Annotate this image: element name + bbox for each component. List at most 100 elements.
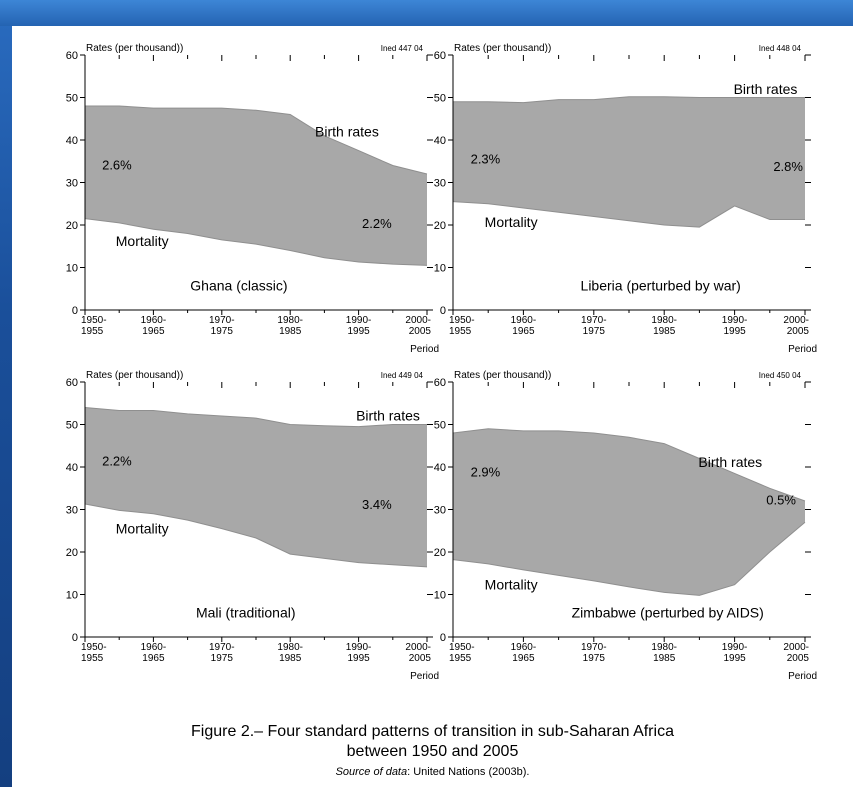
chart-2-annotation-growth-rate: 2.3% xyxy=(471,151,501,166)
chart-4-x-tick-label: 1960- xyxy=(511,642,537,653)
chart-1-y-tick-label: 0 xyxy=(72,305,78,317)
chart-2-x-tick-label: 1970- xyxy=(581,315,607,326)
chart-4-x-tick-label: 1965 xyxy=(512,653,535,664)
chart-1-x-tick-label: 1985 xyxy=(279,326,302,337)
chart-2-x-tick-label: 2005 xyxy=(787,326,810,337)
chart-1-annotation-growth-rate: 2.2% xyxy=(362,216,392,231)
chart-2-x-tick-label: 1975 xyxy=(583,326,606,337)
chart-1-series-birth-rates-line xyxy=(85,105,428,175)
chart-4-annotation-growth-rate: 2.9% xyxy=(471,465,501,480)
chart-3-annotation-growth-rate: 3.4% xyxy=(362,497,392,512)
chart-2-y-axis-label: Rates (per thousand)) xyxy=(454,43,551,54)
chart-3-x-tick-label: 1985 xyxy=(279,653,302,664)
chart-1-y-tick-label: 20 xyxy=(66,220,78,232)
chart-4-y-tick-label: 0 xyxy=(440,632,446,644)
slide-title-band xyxy=(0,0,853,26)
chart-1-x-tick-label: 1960- xyxy=(141,315,167,326)
chart-2-x-tick-label: 1950- xyxy=(449,315,475,326)
chart-3-x-tick-label: 1995 xyxy=(347,653,370,664)
chart-4-y-tick-label: 60 xyxy=(434,377,446,389)
chart-3-x-tick-label: 1975 xyxy=(211,653,234,664)
chart-3-y-axis-label: Rates (per thousand)) xyxy=(86,370,183,381)
chart-2-y-tick-label: 60 xyxy=(434,50,446,62)
figure-caption-line-1: Figure 2.– Four standard patterns of tra… xyxy=(191,723,674,740)
figure-caption-line-2: between 1950 and 2005 xyxy=(346,743,519,760)
chart-2-y-tick-label: 30 xyxy=(434,178,446,190)
chart-2-annotation-growth-rate: 2.8% xyxy=(773,159,803,174)
chart-2-annotation-country: Liberia (perturbed by war) xyxy=(581,277,741,293)
chart-4-y-tick-label: 10 xyxy=(434,590,446,602)
chart-1-band-area xyxy=(85,106,427,266)
chart-4-annotation-mortality: Mortality xyxy=(485,577,538,593)
figure-caption: Figure 2.– Four standard patterns of tra… xyxy=(12,722,853,762)
chart-2-x-tick-label: 1955 xyxy=(449,326,472,337)
chart-3-x-tick-label: 2000- xyxy=(405,642,431,653)
chart-3-y-tick-label: 30 xyxy=(66,505,78,517)
chart-2-x-tick-label: 1985 xyxy=(653,326,676,337)
chart-3-x-axis-label: Period xyxy=(410,671,439,682)
chart-2-x-tick-label: 1990- xyxy=(722,315,748,326)
chart-4-x-tick-label: 1985 xyxy=(653,653,676,664)
chart-1-x-tick-label: 2005 xyxy=(409,326,432,337)
chart-1-y-tick-label: 10 xyxy=(66,263,78,275)
chart-3-y-tick-label: 50 xyxy=(66,420,78,432)
figure-charts: 01020304050601950-19551960-19651970-1975… xyxy=(66,43,817,682)
chart-3-y-tick-label: 60 xyxy=(66,377,78,389)
chart-4-y-axis-label: Rates (per thousand)) xyxy=(454,370,551,381)
chart-1-annotation-mortality: Mortality xyxy=(116,233,169,249)
chart-1-x-tick-label: 2000- xyxy=(405,315,431,326)
chart-4-y-tick-label: 30 xyxy=(434,505,446,517)
chart-1-y-tick-label: 40 xyxy=(66,135,78,147)
chart-2-x-axis-label: Period xyxy=(788,344,817,355)
source-note-text: : United Nations (2003b). xyxy=(407,766,530,778)
chart-4-series-birth-rates-line xyxy=(452,428,806,502)
chart-3-x-tick-label: 1990- xyxy=(346,642,372,653)
chart-3-x-tick-label: 1955 xyxy=(81,653,104,664)
chart-1-x-axis-label: Period xyxy=(410,344,439,355)
chart-2-y-tick-label: 20 xyxy=(434,220,446,232)
chart-4-y-tick-label: 50 xyxy=(434,420,446,432)
chart-4-y-tick-label: 40 xyxy=(434,462,446,474)
chart-2-y-tick-label: 50 xyxy=(434,93,446,105)
chart-2-x-tick-label: 2000- xyxy=(783,315,809,326)
chart-4-x-tick-label: 1990- xyxy=(722,642,748,653)
chart-1-y-tick-label: 30 xyxy=(66,178,78,190)
chart-2-annotation-birth-rates: Birth rates xyxy=(734,81,798,97)
chart-3-annotation-birth-rates: Birth rates xyxy=(356,408,420,424)
chart-4-x-tick-label: 1980- xyxy=(651,642,677,653)
chart-4-x-tick-label: 1975 xyxy=(583,653,606,664)
chart-4-annotation-birth-rates: Birth rates xyxy=(698,454,762,470)
chart-1-x-tick-label: 1995 xyxy=(347,326,370,337)
chart-4-id-label: Ined 450 04 xyxy=(759,371,802,380)
chart-3-y-tick-label: 10 xyxy=(66,590,78,602)
chart-2-series-birth-rates-line xyxy=(453,96,805,104)
chart-1-x-tick-label: 1975 xyxy=(211,326,234,337)
chart-3-y-tick-label: 0 xyxy=(72,632,78,644)
chart-4-x-axis-label: Period xyxy=(788,671,817,682)
chart-4-x-tick-label: 1950- xyxy=(449,642,475,653)
source-note-label: Source of data xyxy=(335,766,408,778)
chart-3-id-label: Ined 449 04 xyxy=(381,371,424,380)
chart-3-series-birth-rates-line xyxy=(84,407,427,428)
chart-3-y-tick-label: 40 xyxy=(66,462,78,474)
chart-4-band-area xyxy=(453,428,805,596)
chart-1-id-label: Ined 447 04 xyxy=(381,44,424,53)
chart-2-y-tick-label: 40 xyxy=(434,135,446,147)
chart-2-band-area xyxy=(453,96,805,228)
chart-2-annotation-mortality: Mortality xyxy=(485,214,538,230)
chart-1-y-tick-label: 50 xyxy=(66,93,78,105)
chart-3-x-tick-label: 1965 xyxy=(142,653,165,664)
chart-4-x-tick-label: 1970- xyxy=(581,642,607,653)
chart-4-x-tick-label: 2005 xyxy=(787,653,810,664)
chart-4-annotation-country: Zimbabwe (perturbed by AIDS) xyxy=(572,604,764,620)
chart-1-annotation-growth-rate: 2.6% xyxy=(102,158,132,173)
chart-4-x-tick-label: 1955 xyxy=(449,653,472,664)
chart-3-annotation-mortality: Mortality xyxy=(116,521,169,537)
chart-4-x-tick-label: 1995 xyxy=(723,653,746,664)
chart-4-y-tick-label: 20 xyxy=(434,547,446,559)
chart-1-x-tick-label: 1980- xyxy=(277,315,303,326)
chart-1-annotation-country: Ghana (classic) xyxy=(190,277,287,293)
chart-3-x-tick-label: 1980- xyxy=(277,642,303,653)
chart-1-x-tick-label: 1950- xyxy=(81,315,107,326)
chart-3-x-tick-label: 1950- xyxy=(81,642,107,653)
